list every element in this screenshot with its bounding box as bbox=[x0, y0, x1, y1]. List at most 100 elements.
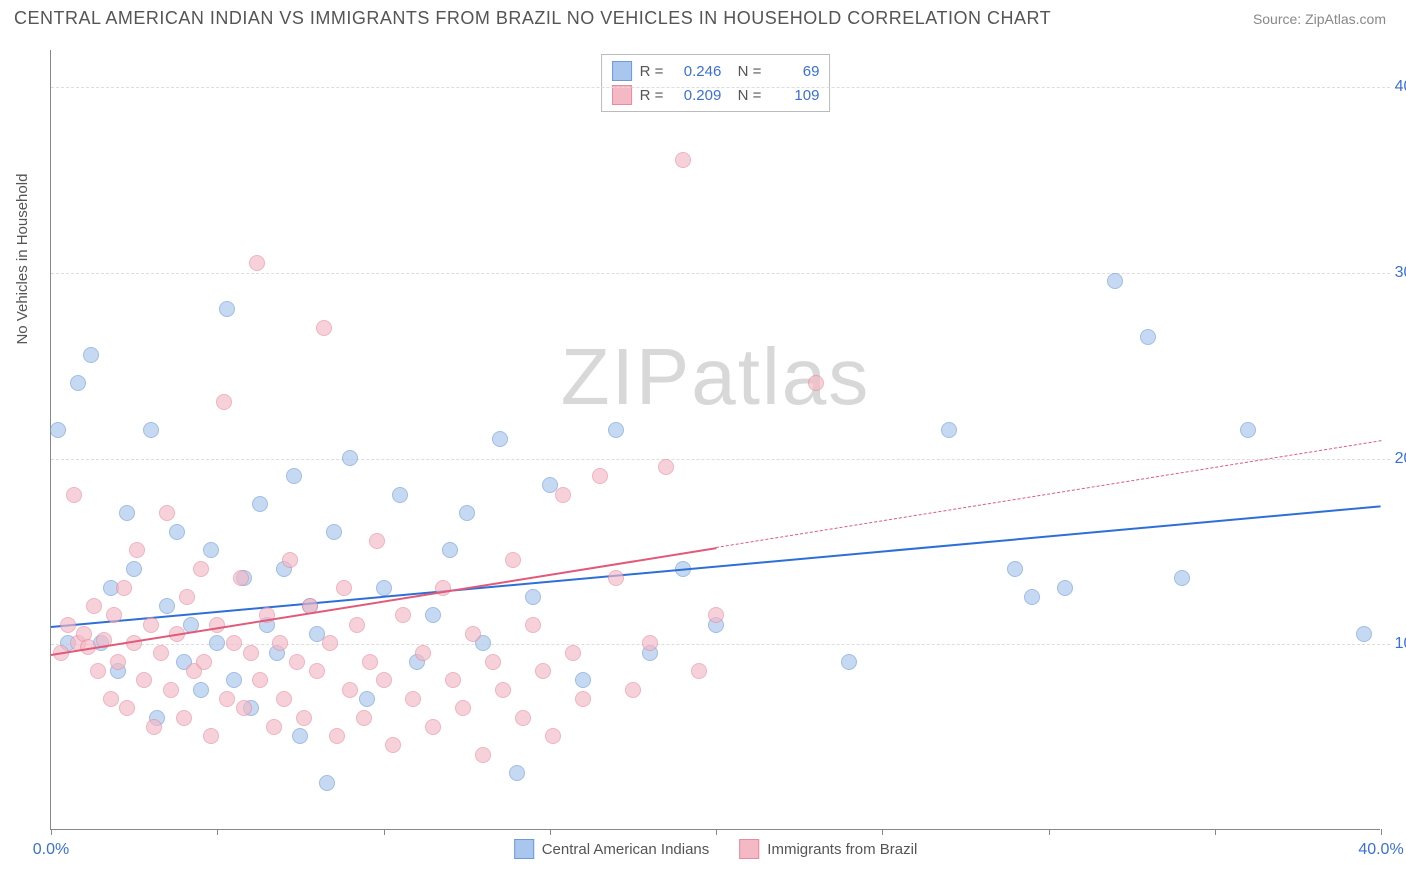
data-point bbox=[1024, 589, 1040, 605]
data-point bbox=[495, 682, 511, 698]
trend-line-extrapolated bbox=[716, 440, 1381, 549]
data-point bbox=[362, 654, 378, 670]
data-point bbox=[243, 645, 259, 661]
legend-swatch bbox=[612, 61, 632, 81]
legend-swatch bbox=[514, 839, 534, 859]
data-point bbox=[1356, 626, 1372, 642]
data-point bbox=[163, 682, 179, 698]
data-point bbox=[675, 152, 691, 168]
data-point bbox=[485, 654, 501, 670]
legend-label: Immigrants from Brazil bbox=[767, 841, 917, 858]
data-point bbox=[642, 635, 658, 651]
data-point bbox=[492, 431, 508, 447]
xtick bbox=[1381, 829, 1382, 835]
data-point bbox=[103, 691, 119, 707]
data-point bbox=[1107, 273, 1123, 289]
data-point bbox=[465, 626, 481, 642]
data-point bbox=[392, 487, 408, 503]
data-point bbox=[941, 422, 957, 438]
data-point bbox=[525, 617, 541, 633]
data-point bbox=[193, 682, 209, 698]
data-point bbox=[376, 672, 392, 688]
xtick bbox=[384, 829, 385, 835]
data-point bbox=[349, 617, 365, 633]
data-point bbox=[60, 617, 76, 633]
data-point bbox=[119, 505, 135, 521]
data-point bbox=[336, 580, 352, 596]
data-point bbox=[342, 450, 358, 466]
data-point bbox=[116, 580, 132, 596]
data-point bbox=[203, 728, 219, 744]
data-point bbox=[196, 654, 212, 670]
data-point bbox=[356, 710, 372, 726]
data-point bbox=[252, 496, 268, 512]
data-point bbox=[691, 663, 707, 679]
data-point bbox=[179, 589, 195, 605]
xtick bbox=[550, 829, 551, 835]
data-point bbox=[459, 505, 475, 521]
data-point bbox=[129, 542, 145, 558]
data-point bbox=[203, 542, 219, 558]
data-point bbox=[425, 719, 441, 735]
data-point bbox=[326, 524, 342, 540]
data-point bbox=[395, 607, 411, 623]
xtick bbox=[1049, 829, 1050, 835]
gridline bbox=[51, 273, 1390, 274]
xtick bbox=[51, 829, 52, 835]
data-point bbox=[515, 710, 531, 726]
source-label: Source: ZipAtlas.com bbox=[1253, 11, 1386, 27]
data-point bbox=[442, 542, 458, 558]
data-point bbox=[50, 422, 66, 438]
data-point bbox=[841, 654, 857, 670]
data-point bbox=[136, 672, 152, 688]
data-point bbox=[169, 524, 185, 540]
data-point bbox=[226, 635, 242, 651]
data-point bbox=[70, 375, 86, 391]
data-point bbox=[575, 672, 591, 688]
data-point bbox=[808, 375, 824, 391]
data-point bbox=[276, 691, 292, 707]
data-point bbox=[252, 672, 268, 688]
xtick-label: 40.0% bbox=[1358, 841, 1403, 859]
data-point bbox=[658, 459, 674, 475]
data-point bbox=[292, 728, 308, 744]
data-point bbox=[266, 719, 282, 735]
legend-swatch bbox=[739, 839, 759, 859]
legend-item: Central American Indians bbox=[514, 839, 710, 859]
data-point bbox=[359, 691, 375, 707]
data-point bbox=[126, 561, 142, 577]
data-point bbox=[176, 710, 192, 726]
data-point bbox=[316, 320, 332, 336]
data-point bbox=[425, 607, 441, 623]
data-point bbox=[415, 645, 431, 661]
data-point bbox=[608, 570, 624, 586]
xtick bbox=[1215, 829, 1216, 835]
chart-title: CENTRAL AMERICAN INDIAN VS IMMIGRANTS FR… bbox=[14, 8, 1051, 29]
gridline bbox=[51, 459, 1390, 460]
data-point bbox=[608, 422, 624, 438]
data-point bbox=[385, 737, 401, 753]
data-point bbox=[296, 710, 312, 726]
ytick-label: 10.0% bbox=[1395, 635, 1406, 653]
data-point bbox=[565, 645, 581, 661]
data-point bbox=[83, 347, 99, 363]
data-point bbox=[272, 635, 288, 651]
ytick-label: 40.0% bbox=[1395, 78, 1406, 96]
correlation-legend: R = 0.246 N = 69R = 0.209 N = 109 bbox=[601, 54, 831, 112]
watermark: ZIPatlas bbox=[561, 331, 870, 423]
data-point bbox=[525, 589, 541, 605]
data-point bbox=[216, 394, 232, 410]
data-point bbox=[86, 598, 102, 614]
data-point bbox=[309, 663, 325, 679]
xtick bbox=[882, 829, 883, 835]
ytick-label: 30.0% bbox=[1395, 264, 1406, 282]
data-point bbox=[445, 672, 461, 688]
data-point bbox=[1007, 561, 1023, 577]
data-point bbox=[535, 663, 551, 679]
data-point bbox=[119, 700, 135, 716]
data-point bbox=[249, 255, 265, 271]
data-point bbox=[146, 719, 162, 735]
data-point bbox=[1057, 580, 1073, 596]
data-point bbox=[289, 654, 305, 670]
data-point bbox=[319, 775, 335, 791]
